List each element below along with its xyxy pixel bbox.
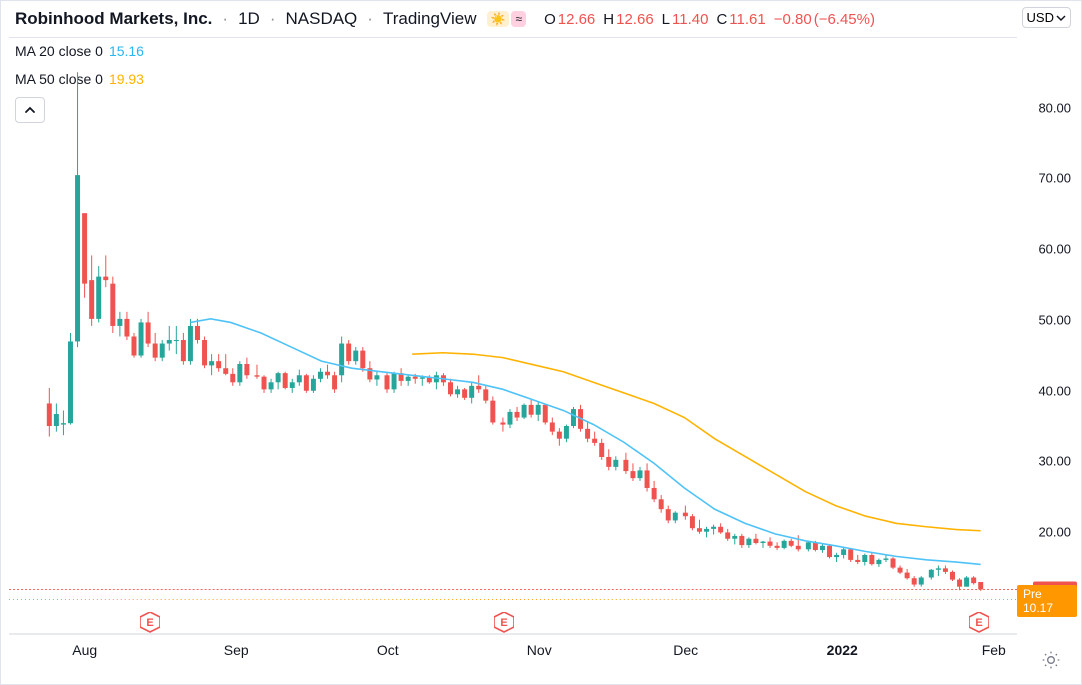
separator: ·: [367, 9, 373, 29]
earnings-marker[interactable]: E: [494, 612, 514, 634]
svg-text:E: E: [147, 617, 154, 629]
x-tick: Aug: [72, 642, 97, 658]
earnings-marker[interactable]: E: [140, 612, 160, 634]
x-tick: Oct: [377, 642, 399, 658]
y-tick: 80.00: [1038, 100, 1071, 115]
premarket-price-tag: Pre 10.17: [1017, 585, 1077, 617]
gear-icon: [1041, 650, 1061, 670]
market-badges: ☀️ ≈: [487, 11, 527, 27]
interval-label[interactable]: 1D: [238, 9, 260, 29]
session-icon: ☀️: [487, 11, 510, 27]
y-tick: 50.00: [1038, 312, 1071, 327]
x-tick: Feb: [982, 642, 1006, 658]
y-tick: 30.00: [1038, 454, 1071, 469]
earnings-marker[interactable]: E: [969, 612, 989, 634]
y-tick: 20.00: [1038, 524, 1071, 539]
x-tick: Dec: [673, 642, 698, 658]
y-tick: 70.00: [1038, 171, 1071, 186]
x-tick: 2022: [827, 642, 858, 658]
y-tick: 60.00: [1038, 242, 1071, 257]
chevron-down-icon: [1056, 13, 1066, 23]
separator: ·: [222, 9, 228, 29]
settings-button[interactable]: [1039, 648, 1063, 672]
chart-pane[interactable]: [9, 37, 1017, 636]
ohlc-readout: O12.66 H12.66 L11.40 C11.61 −0.80 (−6.45…: [544, 11, 875, 28]
currency-value: USD: [1027, 10, 1054, 25]
delayed-icon: ≈: [511, 11, 526, 27]
y-tick: 40.00: [1038, 383, 1071, 398]
chart-header: Robinhood Markets, Inc. · 1D · NASDAQ · …: [15, 9, 1067, 29]
time-axis[interactable]: Aug Sep Oct Nov Dec 2022 Feb: [9, 636, 1017, 684]
separator: ·: [270, 9, 276, 29]
provider-label: TradingView: [383, 9, 477, 29]
currency-select[interactable]: USD: [1022, 7, 1071, 28]
svg-text:E: E: [975, 617, 982, 629]
x-tick: Nov: [527, 642, 552, 658]
x-tick: Sep: [224, 642, 249, 658]
exchange-label: NASDAQ: [285, 9, 357, 29]
symbol-title[interactable]: Robinhood Markets, Inc.: [15, 9, 212, 29]
price-axis[interactable]: 80.0070.0060.0050.0040.0030.0020.0011.61…: [1017, 37, 1081, 636]
svg-text:E: E: [500, 617, 507, 629]
chart-canvas: [9, 37, 1017, 636]
